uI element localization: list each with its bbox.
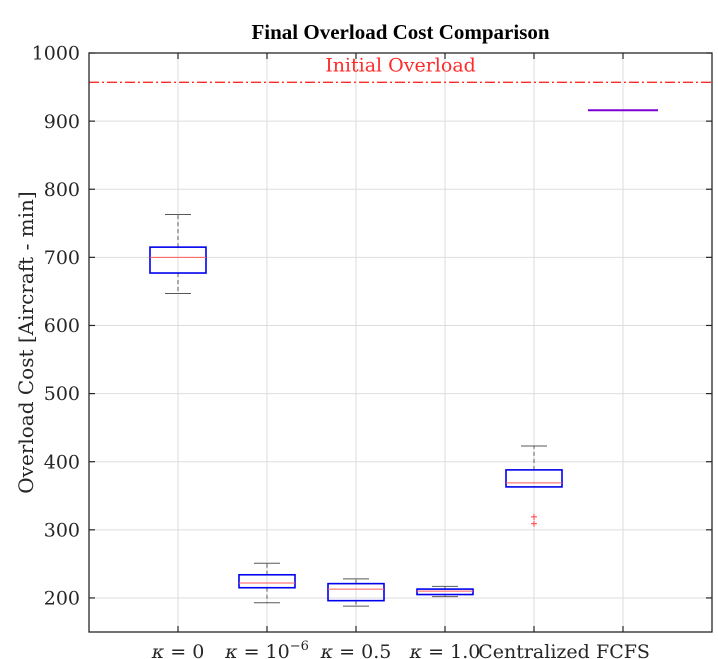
boxes-group xyxy=(149,109,658,607)
box-group xyxy=(505,445,563,527)
iqr-box xyxy=(505,469,563,488)
y-tick-label: 300 xyxy=(44,519,80,541)
x-tick-label: κ = 0.5 xyxy=(320,641,392,659)
iqr-box xyxy=(416,588,474,596)
outlier-point xyxy=(531,513,537,520)
box-group xyxy=(327,578,385,607)
x-tick-label: κ = 1.0 xyxy=(409,641,481,659)
x-tick-exponent: −6 xyxy=(290,639,309,654)
y-tick-label: 200 xyxy=(44,588,80,610)
x-tick-value: 10 xyxy=(266,641,290,659)
x-tick-operator: = xyxy=(238,641,266,659)
iqr-box xyxy=(149,246,207,274)
iqr-box xyxy=(238,573,296,589)
x-tick-label: κ = 10−6 xyxy=(224,639,309,659)
y-tick-label: 500 xyxy=(44,383,80,405)
x-tick-value: Centralized xyxy=(478,641,590,659)
box-group xyxy=(416,585,474,598)
y-axis-title: Overload Cost [Aircraft - min] xyxy=(14,191,38,493)
chart-title: Final Overload Cost Comparison xyxy=(251,20,549,44)
x-tick-symbol: κ xyxy=(320,641,334,659)
initial-overload-label: Initial Overload xyxy=(325,54,476,76)
x-tick-symbol: κ xyxy=(151,641,165,659)
box-group xyxy=(149,213,207,294)
y-tick-label: 1000 xyxy=(32,43,80,65)
y-tick-label: 900 xyxy=(44,111,80,133)
x-tick-symbol: κ xyxy=(224,641,238,659)
iqr-box xyxy=(327,582,385,602)
x-tick-label: κ = 0 xyxy=(151,641,205,659)
x-tick-value: 0.5 xyxy=(361,641,391,659)
x-tick-label: FCFS xyxy=(596,641,650,659)
x-tick-value: 0 xyxy=(192,641,204,659)
x-tick-symbol: κ xyxy=(409,641,423,659)
y-tick-label: 800 xyxy=(44,179,80,201)
x-tick-value: FCFS xyxy=(596,641,650,659)
x-tick-value: 1.0 xyxy=(450,641,480,659)
x-tick-label: Centralized xyxy=(478,641,590,659)
x-tick-operator: = xyxy=(333,641,361,659)
plot-frame xyxy=(88,52,713,633)
reference-line-group: Initial Overload xyxy=(89,54,712,83)
x-tick-operator: = xyxy=(422,641,450,659)
y-tick-label: 700 xyxy=(44,247,80,269)
y-tick-label: 600 xyxy=(44,315,80,337)
grid-lines xyxy=(89,52,712,632)
x-tick-operator: = xyxy=(164,641,192,659)
y-tick-label: 400 xyxy=(44,451,80,473)
outlier-point xyxy=(531,520,537,527)
box-group xyxy=(238,562,296,604)
